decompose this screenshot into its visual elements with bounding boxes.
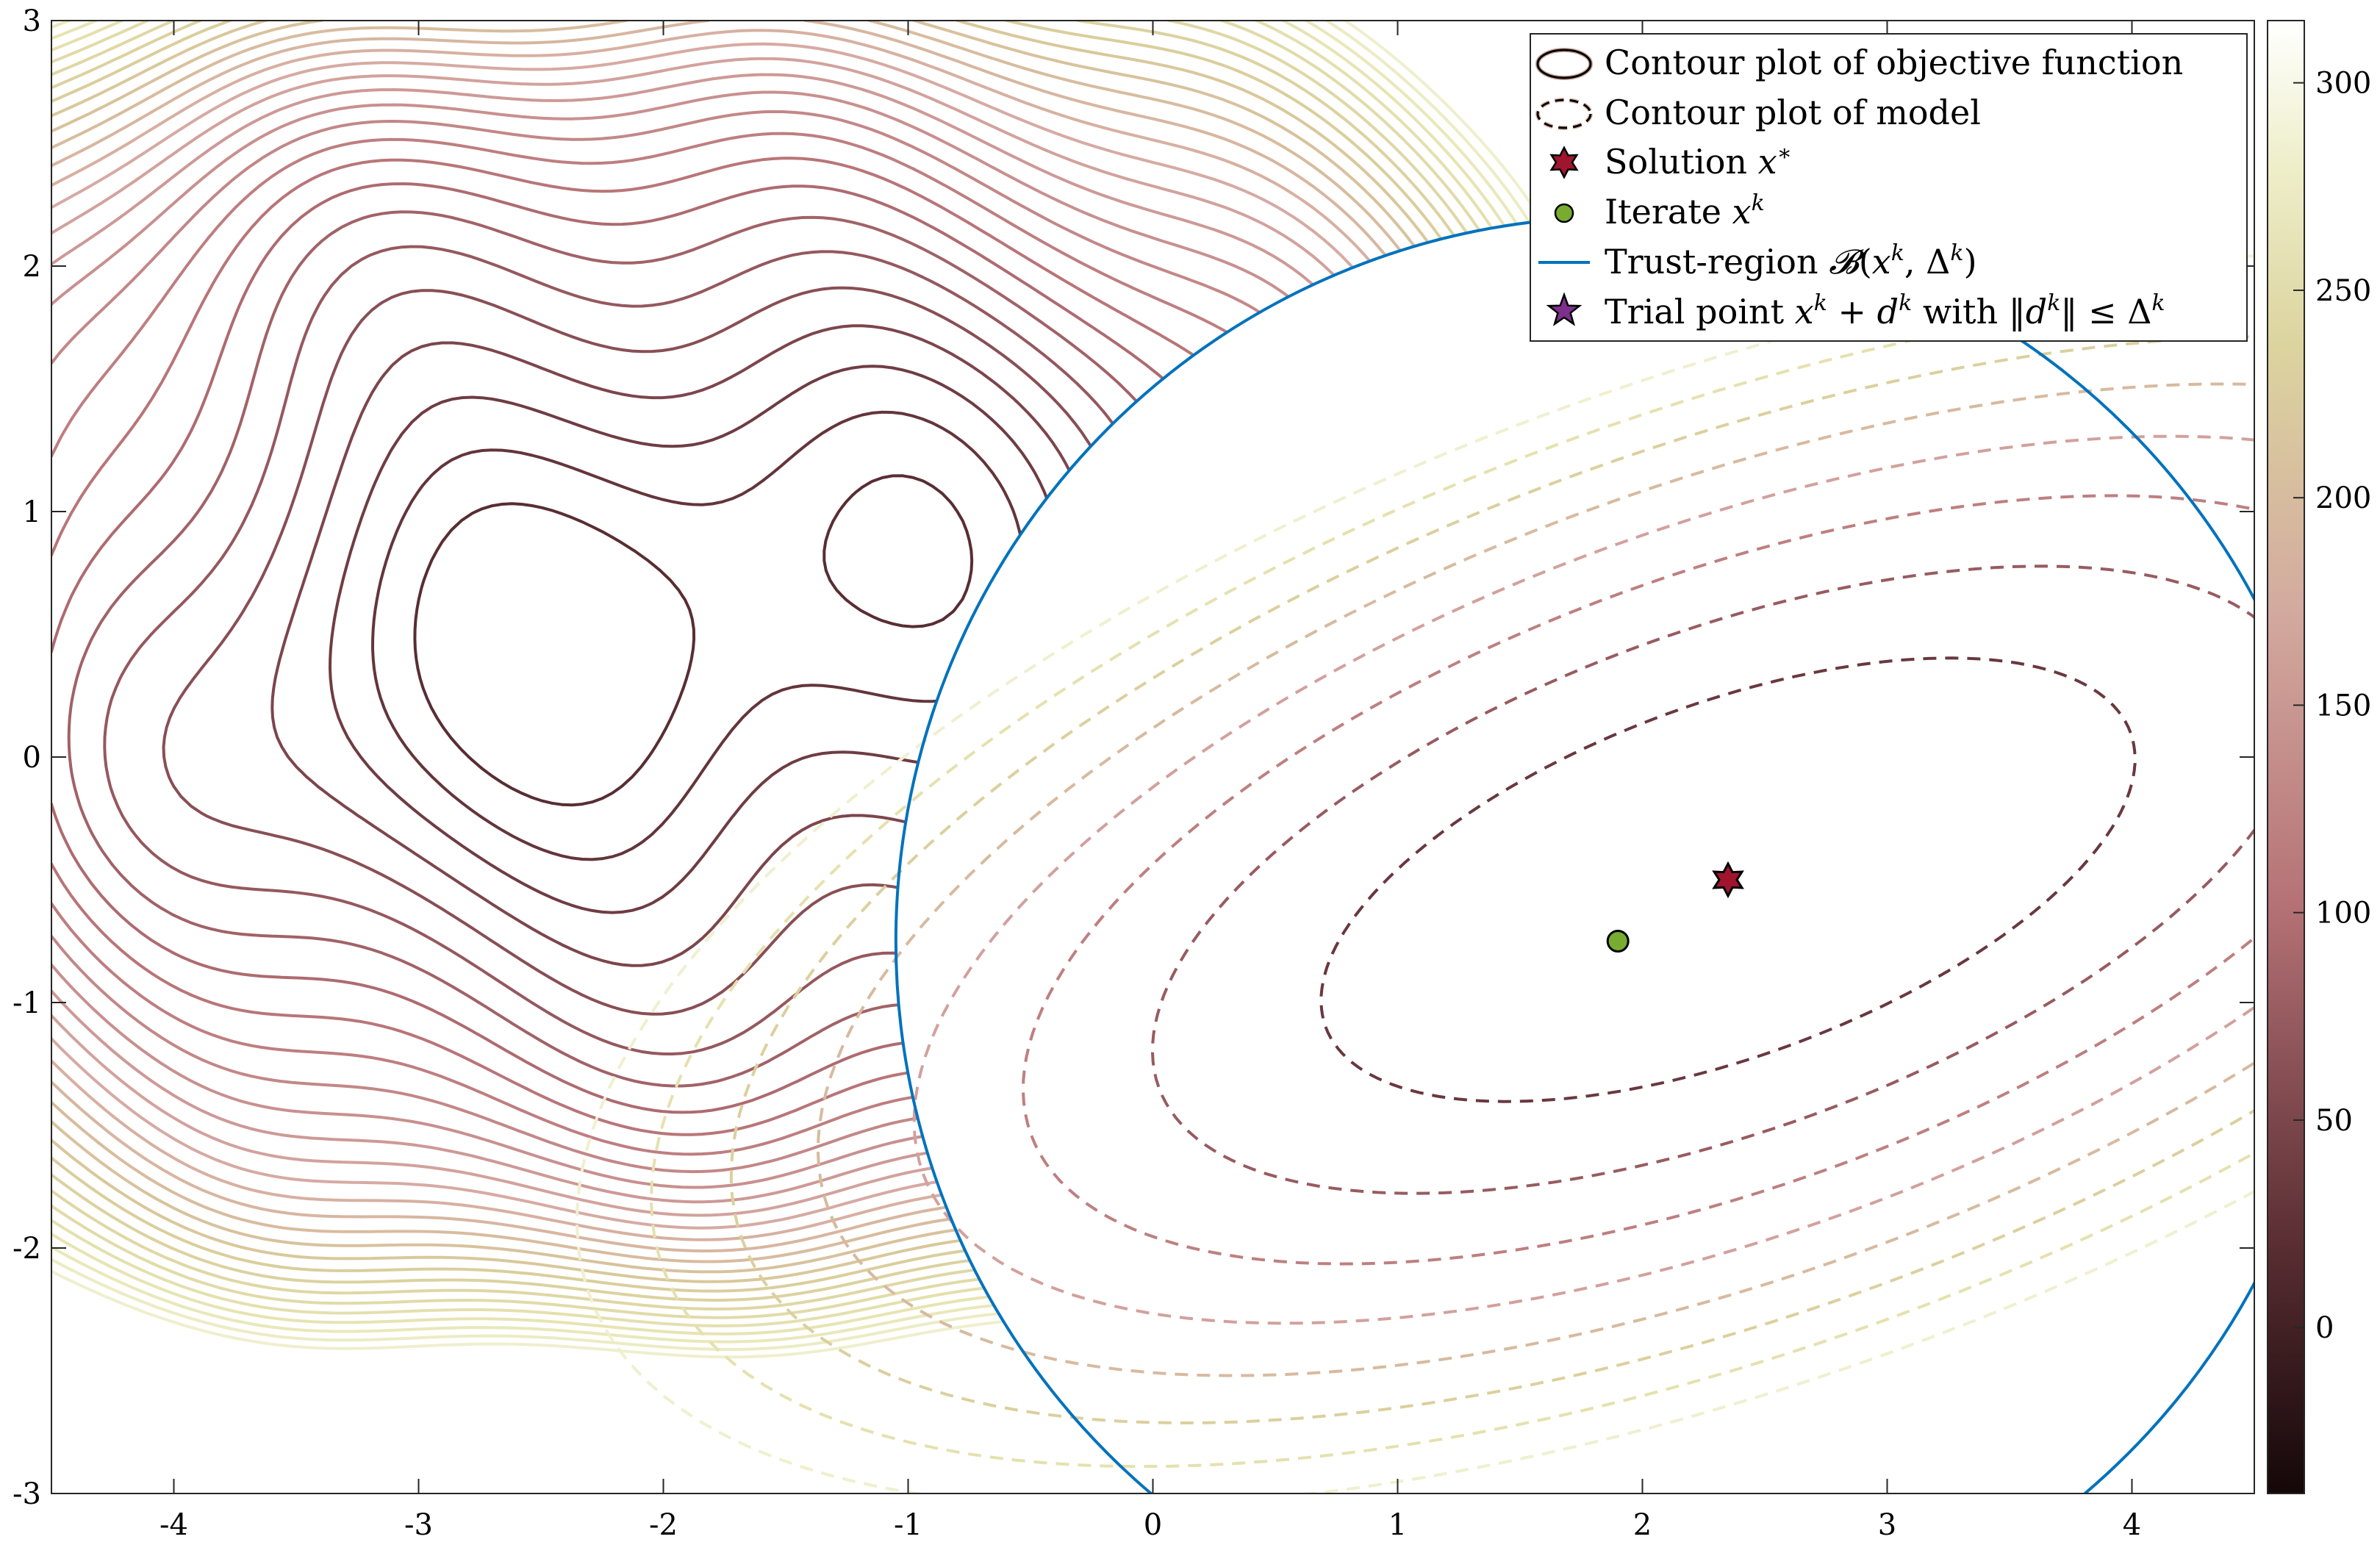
contour-layer: [51, 21, 2254, 1493]
colorbar-tick-label: 0: [2315, 1311, 2334, 1345]
legend-iterate-sup: k: [1752, 190, 1765, 216]
legend-model-label: Contour plot of model: [1605, 93, 1981, 132]
y-tick-label: 2: [23, 250, 41, 284]
legend-trial-sup2: k: [1899, 290, 1912, 316]
trust-region-fill: [896, 217, 2254, 1493]
objective-contour-line: [413, 474, 974, 807]
iterate-circle-icon: [1554, 203, 1574, 223]
legend-trial-d: d: [1877, 292, 1899, 331]
y-tick-label: -1: [12, 986, 41, 1020]
axis-ticks: -4 -3 -2 -1 0 1 2 3 4 -3 -2 -1 0 1 2 3: [12, 4, 2254, 1542]
marker-layer: [1606, 861, 1744, 953]
x-tick-label: -2: [649, 1508, 678, 1542]
x-tick-label: 2: [1633, 1508, 1652, 1542]
legend-trial-with: with ‖: [1912, 292, 2025, 331]
model-contour-line: [1319, 656, 2137, 1103]
legend-solution-sup: ∗: [1777, 140, 1792, 166]
legend-trust-region-label: Trust-region 𝓑(xk, Δk): [1605, 240, 1977, 281]
legend-tr-open: (: [1859, 242, 1872, 281]
colorbar-tick-label: 50: [2315, 1104, 2353, 1138]
legend-item-objective: Contour plot of objective function: [1535, 43, 2183, 82]
solution-marker: [1712, 861, 1744, 899]
legend-iterate-prefix: Iterate: [1605, 192, 1732, 232]
x-tick-label: 4: [2123, 1508, 2141, 1542]
legend-tr-sep: , Δ: [1904, 242, 1950, 281]
legend-item-trust-region: Trust-region 𝓑(xk, Δk): [1538, 240, 1977, 281]
legend-trial-plus: +: [1827, 292, 1877, 331]
legend-tr-close: ): [1964, 242, 1977, 281]
legend-trial-sup1: k: [1814, 290, 1827, 316]
x-tick-label: -1: [894, 1508, 922, 1542]
legend-tr-prefix: Trust-region: [1605, 242, 1829, 281]
legend-tr-var: x: [1872, 242, 1891, 281]
trial-pentagram-icon: [1546, 292, 1583, 326]
legend-trial-prefix: Trial point: [1605, 292, 1795, 331]
legend-solution-var: x: [1758, 142, 1777, 182]
x-tick-label: 3: [1878, 1508, 1896, 1542]
legend-trial-le: ‖ ≤ Δ: [2060, 292, 2151, 331]
legend-tr-sup2: k: [1950, 240, 1963, 266]
y-tick-label: 0: [23, 741, 41, 775]
y-tick-label: -3: [12, 1477, 41, 1511]
legend-model-swatch-inner: [1536, 98, 1592, 129]
legend-solution-label: Solution x∗: [1605, 140, 1792, 182]
colorbar-tick-label: 200: [2315, 481, 2371, 515]
colorbar: [2267, 20, 2305, 1494]
x-tick-label: -3: [404, 1508, 433, 1542]
legend-trial-sup3: k: [2047, 290, 2060, 316]
iterate-marker: [1606, 930, 1630, 953]
model-contour-line: [816, 382, 2254, 1377]
y-tick-label: 3: [23, 4, 41, 38]
model-contour-line: [575, 254, 2254, 1493]
legend: Contour plot of objective function Conto…: [1530, 33, 2248, 342]
solution-hexagram-icon: [1549, 146, 1579, 179]
colorbar-tick-label: 300: [2315, 67, 2371, 101]
x-tick-label: 0: [1144, 1508, 1162, 1542]
legend-trial-d2: d: [2026, 292, 2047, 331]
colorbar-ticks: 0 50 100 150 200 250 300: [2293, 67, 2371, 1345]
legend-trial-label: Trial point xk + dk with ‖dk‖ ≤ Δk: [1605, 290, 2165, 331]
y-tick-label: -2: [12, 1232, 41, 1266]
x-tick-label: 1: [1388, 1508, 1407, 1542]
colorbar-tick-label: 250: [2315, 274, 2371, 308]
y-tick-label: 1: [23, 495, 41, 529]
model-contour-line: [729, 335, 2254, 1425]
legend-iterate-var: x: [1732, 192, 1752, 232]
legend-objective-label: Contour plot of objective function: [1605, 43, 2183, 82]
legend-item-model: Contour plot of model: [1535, 93, 1981, 132]
legend-box: [1530, 33, 2248, 342]
legend-objective-swatch-inner: [1536, 49, 1592, 79]
legend-trial-sup4: k: [2151, 290, 2165, 316]
legend-tr-sup1: k: [1891, 240, 1904, 266]
legend-item-solution: Solution x∗: [1549, 140, 1792, 182]
model-contour-line: [912, 434, 2254, 1325]
legend-solution-prefix: Solution: [1605, 142, 1758, 182]
model-contour-line: [1150, 564, 2254, 1195]
legend-item-iterate: Iterate xk: [1554, 190, 1765, 232]
x-tick-label: -4: [159, 1508, 188, 1542]
colorbar-tick-label: 100: [2315, 897, 2371, 930]
legend-trial-x: x: [1795, 292, 1814, 331]
legend-iterate-label: Iterate xk: [1605, 190, 1765, 232]
colorbar-tick-label: 150: [2315, 689, 2371, 722]
legend-item-trial-point: Trial point xk + dk with ‖dk‖ ≤ Δk: [1546, 290, 2165, 331]
